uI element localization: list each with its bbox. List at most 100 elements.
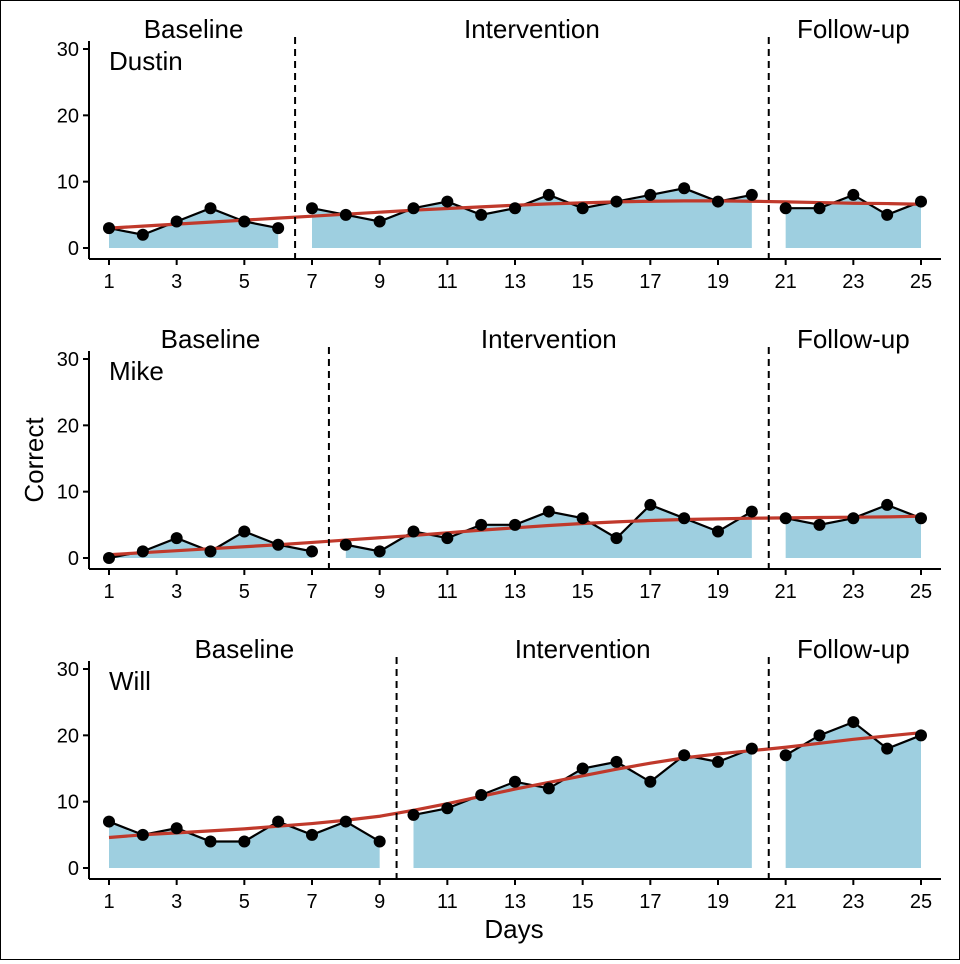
data-point (779, 202, 792, 215)
data-point (475, 518, 488, 531)
x-tick-label: 15 (572, 891, 594, 913)
data-point (576, 202, 589, 215)
data-point (813, 518, 826, 531)
y-axis-title: Correct (19, 417, 49, 503)
x-tick-label: 13 (504, 581, 526, 603)
x-tick-label: 19 (707, 271, 729, 293)
x-tick-label: 25 (910, 891, 932, 913)
data-point (306, 828, 318, 841)
data-point (881, 742, 894, 755)
panel-dustin: Baseline Intervention Follow-up Dustin 0 10 20… (57, 14, 941, 293)
phase-label-baseline: Baseline (161, 324, 261, 354)
x-tick-label: 1 (103, 271, 114, 293)
area-phase-3 (785, 722, 921, 868)
data-point (509, 202, 521, 215)
data-point (779, 512, 792, 525)
data-point (745, 188, 758, 201)
x-tick-label: 19 (707, 581, 729, 603)
data-point (136, 228, 149, 241)
data-point (407, 202, 420, 215)
data-point (373, 835, 386, 848)
area-phase-2 (413, 748, 752, 868)
x-tick-label: 15 (572, 271, 594, 293)
data-point (610, 195, 623, 208)
data-point (204, 835, 217, 848)
data-point (238, 215, 251, 228)
data-point (272, 222, 285, 235)
phase-label-intervention: Intervention (515, 634, 651, 664)
y-tick-label: 30 (57, 39, 79, 61)
participant-name: Mike (109, 356, 164, 386)
x-tick-label: 7 (306, 271, 317, 293)
data-point (576, 762, 589, 775)
data-point (339, 538, 352, 551)
data-point (915, 512, 927, 525)
y-tick-label: 10 (57, 792, 79, 814)
data-point (644, 775, 657, 788)
data-point (644, 498, 657, 511)
y-tick-label: 30 (57, 659, 79, 681)
area-phase-2 (312, 188, 752, 248)
x-tick-label: 13 (504, 891, 526, 913)
data-point (238, 525, 251, 538)
data-point (272, 538, 285, 551)
data-point (407, 525, 420, 538)
data-point (712, 195, 724, 208)
y-tick-label: 0 (68, 238, 79, 260)
x-tick-label: 5 (239, 271, 250, 293)
data-point (272, 815, 285, 828)
data-point (745, 505, 758, 518)
x-tick-label: 17 (639, 581, 661, 603)
data-point (779, 749, 792, 762)
y-tick-label: 20 (57, 105, 79, 127)
data-point (204, 202, 217, 215)
data-point (373, 215, 386, 228)
data-point (407, 808, 420, 821)
data-point (813, 202, 826, 215)
data-point (136, 545, 149, 558)
data-point (306, 545, 318, 558)
x-tick-label: 17 (639, 271, 661, 293)
x-tick-label: 15 (572, 581, 594, 603)
data-point (745, 742, 758, 755)
data-point (509, 775, 521, 788)
data-point (238, 835, 251, 848)
y-tick-label: 10 (57, 172, 79, 194)
data-point (542, 782, 555, 795)
data-point (644, 188, 657, 201)
data-point (915, 195, 927, 208)
x-tick-label: 19 (707, 891, 729, 913)
data-point (475, 789, 488, 802)
x-tick-label: 13 (504, 271, 526, 293)
phase-label-intervention: Intervention (464, 14, 600, 44)
data-point (678, 512, 691, 525)
panels-group: Baseline Intervention Follow-upDustin01020… (57, 14, 941, 913)
x-tick-label: 3 (171, 581, 182, 603)
data-point (610, 755, 623, 768)
x-tick-label: 11 (437, 581, 458, 603)
x-tick-label: 23 (842, 271, 864, 293)
x-tick-label: 9 (374, 271, 385, 293)
data-point (441, 532, 454, 545)
area-phase-1 (109, 208, 279, 248)
x-tick-label: 23 (842, 891, 864, 913)
data-point (712, 525, 724, 538)
x-tick-label: 9 (374, 891, 385, 913)
x-tick-label: 11 (437, 271, 458, 293)
y-tick-label: 20 (57, 415, 79, 437)
data-point (509, 518, 521, 531)
data-point (610, 532, 623, 545)
x-tick-label: 1 (103, 581, 114, 603)
x-tick-label: 5 (239, 581, 250, 603)
x-tick-label: 25 (910, 271, 932, 293)
phase-label-follow-up: Follow-up (797, 634, 910, 664)
x-tick-label: 3 (171, 891, 182, 913)
x-tick-label: 17 (639, 891, 661, 913)
participant-name: Will (109, 666, 151, 696)
x-tick-label: 3 (171, 271, 182, 293)
data-point (881, 208, 894, 221)
data-point (306, 202, 318, 215)
x-tick-label: 25 (910, 581, 932, 603)
